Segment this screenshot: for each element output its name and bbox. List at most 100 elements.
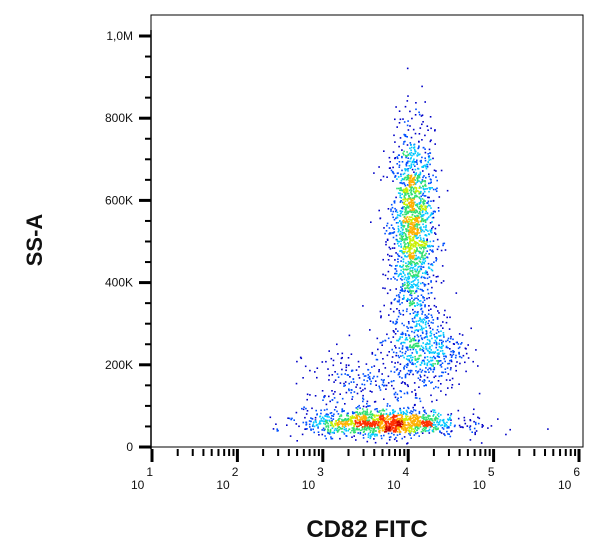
data-point (399, 273, 401, 275)
data-point (405, 217, 407, 220)
data-point (411, 226, 413, 229)
data-point (306, 398, 308, 401)
data-point (472, 413, 475, 415)
data-point (373, 172, 375, 174)
data-point (407, 369, 410, 372)
data-point (387, 277, 389, 280)
data-point (417, 345, 420, 348)
data-point (414, 417, 417, 420)
data-point (345, 420, 348, 423)
data-point (399, 363, 402, 365)
data-point (383, 424, 386, 426)
data-point (365, 417, 368, 419)
data-point (419, 305, 422, 307)
data-point (395, 352, 398, 354)
data-point (442, 327, 444, 329)
data-point (289, 435, 292, 437)
data-point (402, 272, 405, 274)
data-point (451, 384, 454, 386)
data-point (407, 426, 409, 429)
data-point (403, 290, 406, 293)
data-point (352, 429, 355, 431)
data-point (358, 428, 360, 430)
data-point (426, 166, 429, 168)
data-point (401, 421, 404, 423)
data-point (409, 417, 412, 419)
data-point (394, 118, 396, 121)
data-point (316, 367, 319, 369)
data-point (436, 363, 439, 365)
data-point (445, 424, 447, 426)
data-point (404, 375, 407, 378)
data-point (416, 421, 418, 424)
data-point (354, 417, 357, 419)
data-point (421, 432, 424, 434)
data-point (405, 228, 407, 230)
data-point (380, 179, 382, 181)
data-point (323, 420, 325, 423)
data-point (414, 279, 416, 281)
data-point (404, 200, 407, 203)
data-point (422, 170, 424, 172)
data-point (412, 226, 415, 228)
data-point (392, 227, 394, 229)
data-point (426, 336, 428, 338)
data-point (348, 334, 351, 337)
data-point (403, 252, 405, 255)
data-point (423, 363, 426, 366)
data-point (434, 419, 436, 422)
data-point (432, 319, 435, 321)
data-point (440, 330, 442, 332)
data-point (436, 414, 439, 416)
data-point (410, 274, 412, 277)
data-point (445, 340, 447, 343)
data-point (403, 392, 406, 395)
data-point (344, 384, 346, 387)
data-point (475, 430, 478, 432)
data-point (332, 425, 334, 427)
data-point (407, 207, 410, 209)
data-point (402, 264, 405, 267)
data-point (379, 421, 381, 424)
data-point (472, 360, 474, 363)
data-point (309, 369, 311, 372)
data-point (438, 312, 440, 314)
data-point (411, 359, 413, 361)
data-point (459, 426, 462, 428)
data-point (355, 427, 358, 430)
data-point (362, 410, 365, 412)
data-point (423, 337, 426, 339)
data-point (398, 414, 400, 417)
data-point (398, 312, 401, 314)
data-point (397, 361, 399, 364)
data-point (309, 426, 311, 428)
data-point (410, 157, 412, 159)
data-point (408, 304, 411, 307)
data-point (430, 314, 433, 316)
data-point (424, 304, 426, 306)
data-point (306, 393, 309, 396)
data-point (417, 330, 419, 332)
data-point (414, 359, 417, 361)
data-point (387, 270, 390, 273)
data-point (407, 192, 410, 195)
data-point (328, 379, 330, 381)
data-point (405, 334, 407, 337)
data-point (441, 345, 443, 348)
data-point (336, 343, 338, 346)
data-point (477, 422, 480, 425)
data-point (412, 177, 415, 179)
data-point (475, 423, 477, 426)
data-point (426, 277, 429, 280)
data-point (359, 419, 361, 421)
data-point (399, 421, 401, 424)
data-point (405, 135, 407, 138)
data-point (390, 429, 392, 432)
data-point (372, 423, 374, 425)
data-point (417, 266, 420, 268)
data-point (410, 201, 412, 204)
data-point (434, 426, 437, 428)
data-point (416, 195, 418, 198)
data-point (419, 347, 422, 350)
data-point (412, 431, 415, 433)
